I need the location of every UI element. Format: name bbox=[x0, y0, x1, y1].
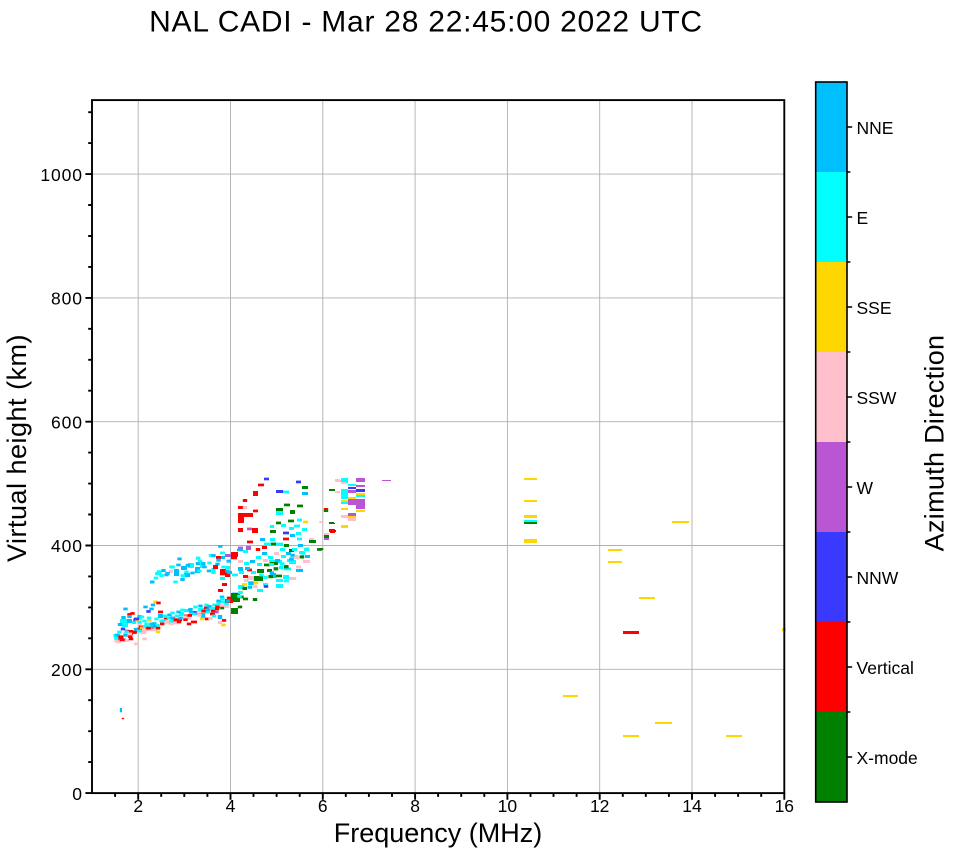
svg-text:X-mode: X-mode bbox=[857, 748, 918, 768]
svg-text:4: 4 bbox=[226, 796, 236, 816]
svg-text:NAL CADI - Mar 28 22:45:00 202: NAL CADI - Mar 28 22:45:00 2022 UTC bbox=[149, 6, 703, 39]
svg-text:2: 2 bbox=[133, 796, 143, 816]
svg-text:6: 6 bbox=[318, 796, 328, 816]
svg-text:Azimuth Direction: Azimuth Direction bbox=[920, 335, 950, 552]
svg-text:400: 400 bbox=[51, 536, 83, 556]
svg-text:1000: 1000 bbox=[40, 165, 83, 185]
svg-text:SSW: SSW bbox=[857, 388, 897, 408]
svg-text:16: 16 bbox=[775, 796, 794, 816]
svg-text:Vertical: Vertical bbox=[857, 658, 914, 678]
svg-text:E: E bbox=[857, 208, 869, 228]
svg-text:Virtual height (km): Virtual height (km) bbox=[2, 334, 32, 562]
svg-text:SSE: SSE bbox=[857, 298, 892, 318]
svg-text:200: 200 bbox=[51, 660, 83, 680]
svg-text:800: 800 bbox=[51, 289, 83, 309]
svg-text:NNW: NNW bbox=[857, 568, 899, 588]
svg-text:600: 600 bbox=[51, 412, 83, 432]
svg-text:Frequency (MHz): Frequency (MHz) bbox=[334, 818, 543, 848]
svg-text:NNE: NNE bbox=[857, 118, 894, 138]
svg-text:14: 14 bbox=[682, 796, 702, 816]
svg-text:W: W bbox=[857, 478, 874, 498]
svg-text:12: 12 bbox=[590, 796, 609, 816]
svg-text:10: 10 bbox=[498, 796, 518, 816]
svg-text:8: 8 bbox=[410, 796, 420, 816]
svg-text:0: 0 bbox=[72, 784, 83, 804]
